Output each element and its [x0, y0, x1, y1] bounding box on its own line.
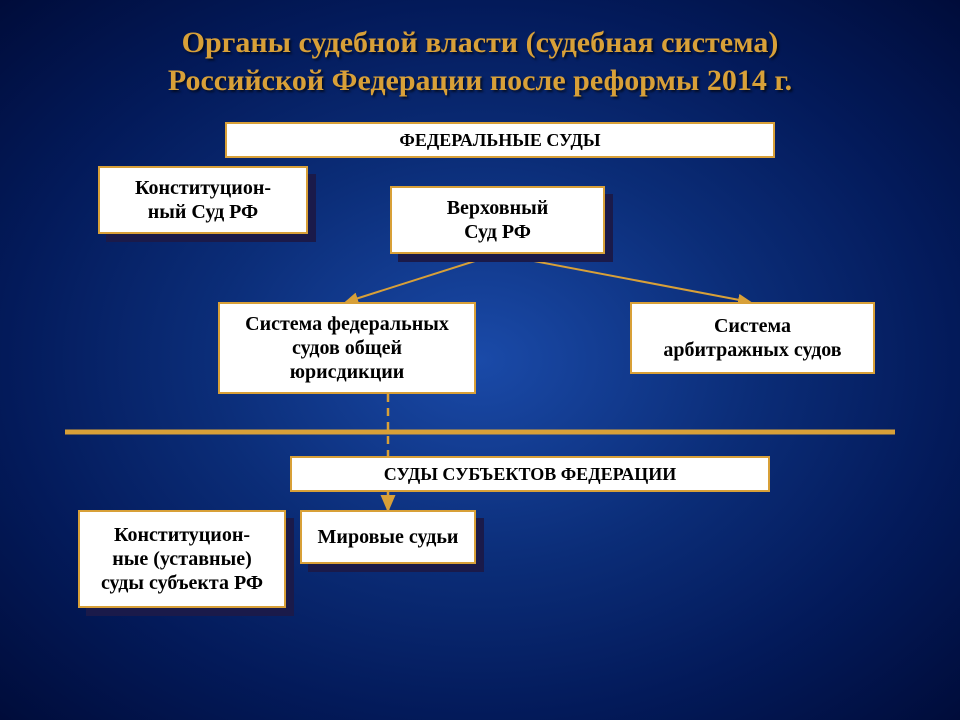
title-line-2: Российской Федерации после реформы 2014 …	[168, 64, 792, 97]
magistrates-label: Мировые судьи	[318, 525, 459, 549]
const_court-label: Конституцион-ный Суд РФ	[135, 176, 271, 224]
general_system-label: Система федеральныхсудов общейюрисдикции	[245, 312, 449, 384]
header_federal-label: ФЕДЕРАЛЬНЫЕ СУДЫ	[399, 130, 600, 151]
header_federal-box: ФЕДЕРАЛЬНЫЕ СУДЫ	[225, 122, 775, 158]
arbitration_system-box: Системаарбитражных судов	[630, 302, 875, 374]
slide: Органы судебной власти (судебная система…	[0, 0, 960, 720]
supreme_court-box: ВерховныйСуд РФ	[390, 186, 605, 254]
header_subjects-label: СУДЫ СУБЪЕКТОВ ФЕДЕРАЦИИ	[384, 464, 677, 485]
supreme_court-label: ВерховныйСуд РФ	[447, 196, 549, 244]
general_system-box: Система федеральныхсудов общейюрисдикции	[218, 302, 476, 394]
const_court-box: Конституцион-ный Суд РФ	[98, 166, 308, 234]
const_subject-label: Конституцион-ные (уставные)суды субъекта…	[101, 523, 263, 595]
arbitration_system-label: Системаарбитражных судов	[663, 314, 841, 362]
header_subjects-box: СУДЫ СУБЪЕКТОВ ФЕДЕРАЦИИ	[290, 456, 770, 492]
slide-title: Органы судебной власти (судебная система…	[60, 24, 900, 99]
const_subject-box: Конституцион-ные (уставные)суды субъекта…	[78, 510, 286, 608]
title-line-1: Органы судебной власти (судебная система…	[182, 26, 779, 59]
magistrates-box: Мировые судьи	[300, 510, 476, 564]
